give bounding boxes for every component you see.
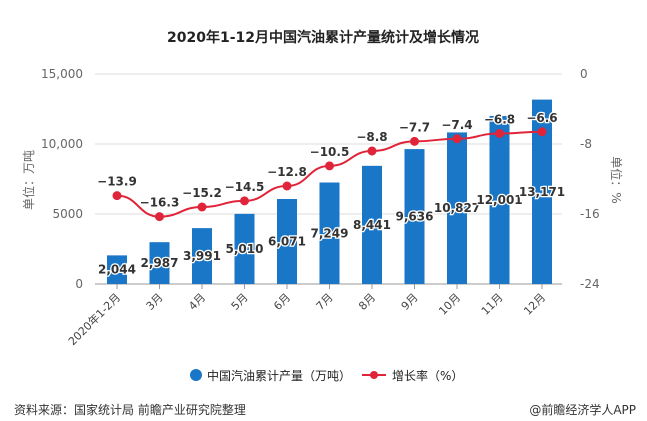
bar-data-label: 5,010 xyxy=(226,242,264,256)
bar xyxy=(234,213,255,284)
growth-point xyxy=(452,134,462,144)
bar xyxy=(447,132,467,284)
x-tick-label: 10月 xyxy=(436,291,463,318)
growth-data-label: −13.9 xyxy=(97,175,137,189)
growth-data-label: −7.4 xyxy=(441,118,472,132)
growth-data-label: −7.7 xyxy=(399,120,430,134)
x-tick-label: 9月 xyxy=(399,291,421,313)
growth-point xyxy=(325,161,334,171)
legend-line-dot xyxy=(370,371,378,379)
bar-data-label: 7,249 xyxy=(311,226,349,240)
growth-point xyxy=(367,146,377,156)
left-tick-label: 5000 xyxy=(52,207,83,221)
bar-data-label: 9,636 xyxy=(396,210,434,224)
growth-point xyxy=(282,181,292,191)
growth-data-label: −12.8 xyxy=(267,165,307,179)
growth-point xyxy=(112,191,122,201)
legend-bar-marker xyxy=(190,369,202,381)
growth-data-label: −8.8 xyxy=(356,130,387,144)
bar-data-label: 3,991 xyxy=(183,249,221,263)
bar xyxy=(149,242,170,284)
x-tick-label: 12月 xyxy=(521,291,548,318)
bar-data-label: 12,001 xyxy=(476,193,522,207)
growth-point xyxy=(537,127,547,137)
x-tick-label: 2020年1-2月 xyxy=(65,290,123,348)
bar xyxy=(404,149,425,284)
growth-data-label: −10.5 xyxy=(310,145,350,159)
bar xyxy=(277,199,297,284)
bar xyxy=(532,99,552,284)
bar xyxy=(489,115,510,285)
growth-data-label: −6.6 xyxy=(526,111,557,125)
x-tick-label: 8月 xyxy=(356,291,378,313)
bar-data-label: 2,044 xyxy=(98,263,136,277)
x-tick-label: 5月 xyxy=(229,291,251,313)
left-axis-label: 单位：万吨 xyxy=(21,150,36,210)
legend: 中国汽油累计产量（万吨） 增长率（%） xyxy=(190,368,463,383)
bar-data-label: 6,071 xyxy=(268,235,306,249)
right-tick-label: 0 xyxy=(580,67,588,81)
legend-bar-label: 中国汽油累计产量（万吨） xyxy=(207,368,351,383)
growth-point xyxy=(155,212,164,222)
x-tick-label: 6月 xyxy=(271,291,293,313)
right-axis-label: 单位：% xyxy=(609,156,624,203)
growth-data-label: −15.2 xyxy=(182,186,222,200)
bar-data-label: 2,987 xyxy=(141,256,179,270)
right-tick-label: -8 xyxy=(580,137,592,151)
bar xyxy=(192,228,212,284)
left-tick-label: 15,000 xyxy=(41,67,83,81)
bar xyxy=(107,255,127,284)
right-tick-label: -24 xyxy=(580,277,600,291)
growth-point xyxy=(495,129,504,138)
brand-label: @前瞻经济学人APP xyxy=(529,402,636,417)
left-tick-label: 10,000 xyxy=(41,137,83,151)
x-tick-label: 3月 xyxy=(144,291,166,313)
growth-point xyxy=(240,196,249,206)
growth-point xyxy=(410,136,419,146)
bar-data-label: 10,827 xyxy=(434,201,480,215)
growth-point xyxy=(197,202,207,212)
bar xyxy=(319,182,340,284)
legend-line-label: 增长率（%） xyxy=(392,368,463,383)
right-tick-label: -16 xyxy=(580,207,600,221)
growth-data-label: −14.5 xyxy=(225,180,265,194)
bar xyxy=(362,165,382,284)
source-note: 资料来源：国家统计局 前瞻产业研究院整理 xyxy=(14,402,246,417)
bar-data-label: 8,441 xyxy=(353,218,391,232)
x-tick-label: 7月 xyxy=(314,291,336,313)
growth-data-label: −16.3 xyxy=(140,196,180,210)
x-tick-label: 4月 xyxy=(186,291,208,313)
x-tick-label: 11月 xyxy=(479,291,506,318)
bar-data-label: 13,171 xyxy=(519,185,565,199)
chart-title: 2020年1-12月中国汽油累计产量统计及增长情况 xyxy=(167,29,479,46)
growth-data-label: −6.8 xyxy=(484,113,515,127)
left-tick-label: 0 xyxy=(75,277,83,291)
